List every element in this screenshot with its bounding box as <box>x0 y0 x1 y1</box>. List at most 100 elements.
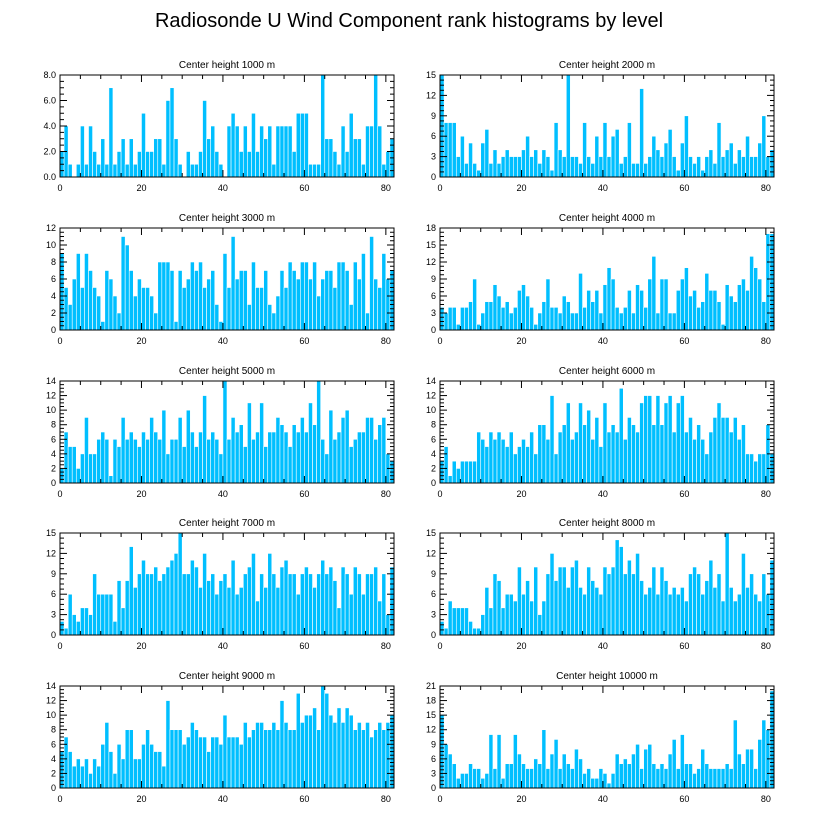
bar <box>745 453 750 484</box>
bar <box>365 312 370 331</box>
bar <box>570 156 575 178</box>
bar <box>761 453 767 484</box>
bar <box>145 729 150 789</box>
x-tick-label: 80 <box>761 489 771 499</box>
x-tick-label: 40 <box>218 489 228 499</box>
bar <box>647 156 653 178</box>
bar <box>724 284 730 331</box>
y-tick-label: 14 <box>426 376 436 386</box>
bar <box>443 122 449 178</box>
bar <box>460 607 465 636</box>
bar <box>472 278 477 331</box>
bar <box>688 295 693 331</box>
bar <box>460 460 465 484</box>
bar <box>504 301 510 331</box>
histogram-chart: Center height 1000 m 0 20 40 60 80 0.0 2.0 4.0 6.… <box>43 60 395 193</box>
y-tick-label: 0 <box>51 783 56 793</box>
bar <box>655 149 661 178</box>
histogram-panel-4: Center height 4000 m 0 20 40 60 80 0 3 6 9 12 15 18 <box>426 213 775 346</box>
bar <box>663 768 669 789</box>
bar <box>708 559 714 636</box>
bar <box>671 431 677 484</box>
y-axis: 0 3 6 9 12 15 <box>46 528 394 640</box>
histogram-chart: Center height 8000 m 0 20 40 60 80 0 3 6 9 12 15 <box>426 518 775 651</box>
bar <box>484 446 490 484</box>
y-tick-label: 12 <box>426 391 436 401</box>
bar <box>373 729 379 789</box>
x-tick-label: 80 <box>381 183 391 193</box>
bar <box>128 546 134 636</box>
bar <box>704 580 710 636</box>
bar <box>198 431 203 484</box>
bar <box>513 156 518 178</box>
bar <box>369 125 374 178</box>
bars <box>439 532 775 636</box>
bar <box>300 722 305 789</box>
bar <box>504 446 510 484</box>
bar <box>206 580 212 636</box>
bar <box>251 729 256 789</box>
bar <box>141 287 146 331</box>
bar <box>230 559 236 636</box>
bar <box>659 156 665 178</box>
bar <box>594 777 600 789</box>
x-tick-label: 0 <box>437 489 442 499</box>
bar <box>647 395 653 484</box>
x-tick-label: 0 <box>437 794 442 804</box>
bar <box>749 573 754 636</box>
bar <box>724 763 730 789</box>
bar <box>141 112 146 178</box>
bar <box>513 307 518 331</box>
bar <box>496 163 502 178</box>
bar <box>308 714 313 789</box>
bar <box>377 125 383 178</box>
bar <box>259 287 264 331</box>
bar <box>238 151 244 178</box>
bar <box>574 748 579 789</box>
x-axis: 0 20 40 60 80 <box>437 228 771 346</box>
bar <box>247 151 252 178</box>
bar <box>157 261 163 331</box>
bar <box>684 115 689 178</box>
y-tick-label: 0 <box>431 325 436 335</box>
bar <box>622 573 628 636</box>
bar <box>100 321 106 331</box>
bar <box>716 768 722 789</box>
bar <box>618 163 624 178</box>
bar <box>500 156 506 178</box>
bar <box>255 287 260 331</box>
bar <box>671 739 677 789</box>
bar <box>263 270 269 331</box>
bar <box>732 417 738 484</box>
bar <box>476 169 482 178</box>
bar <box>381 163 387 178</box>
bar <box>137 758 142 789</box>
x-tick-label: 0 <box>57 641 62 651</box>
bar <box>71 446 77 484</box>
bar <box>557 768 563 789</box>
bar <box>451 607 457 636</box>
panel-title: Center height 9000 m <box>179 671 275 682</box>
bars <box>439 233 775 331</box>
bar <box>275 729 281 789</box>
bar <box>745 748 750 789</box>
bar <box>381 573 387 636</box>
bar <box>80 765 85 789</box>
bar <box>480 438 486 484</box>
bar <box>565 74 571 178</box>
bars <box>439 74 775 178</box>
x-tick-label: 40 <box>218 794 228 804</box>
bar <box>173 729 179 789</box>
bar <box>757 142 763 178</box>
y-axis: 0.0 2.0 4.0 6.0 8.0 <box>43 70 394 182</box>
x-tick-label: 20 <box>136 641 146 651</box>
bar <box>67 304 73 331</box>
bar <box>165 100 171 178</box>
bar <box>267 431 273 484</box>
x-tick-label: 0 <box>437 336 442 346</box>
bar <box>100 431 106 484</box>
bar <box>381 729 387 789</box>
histogram-chart: Center height 3000 m 0 20 40 60 80 0 2 4 6 8 10 12 <box>46 213 395 346</box>
bars <box>439 690 775 789</box>
bar <box>484 129 490 178</box>
